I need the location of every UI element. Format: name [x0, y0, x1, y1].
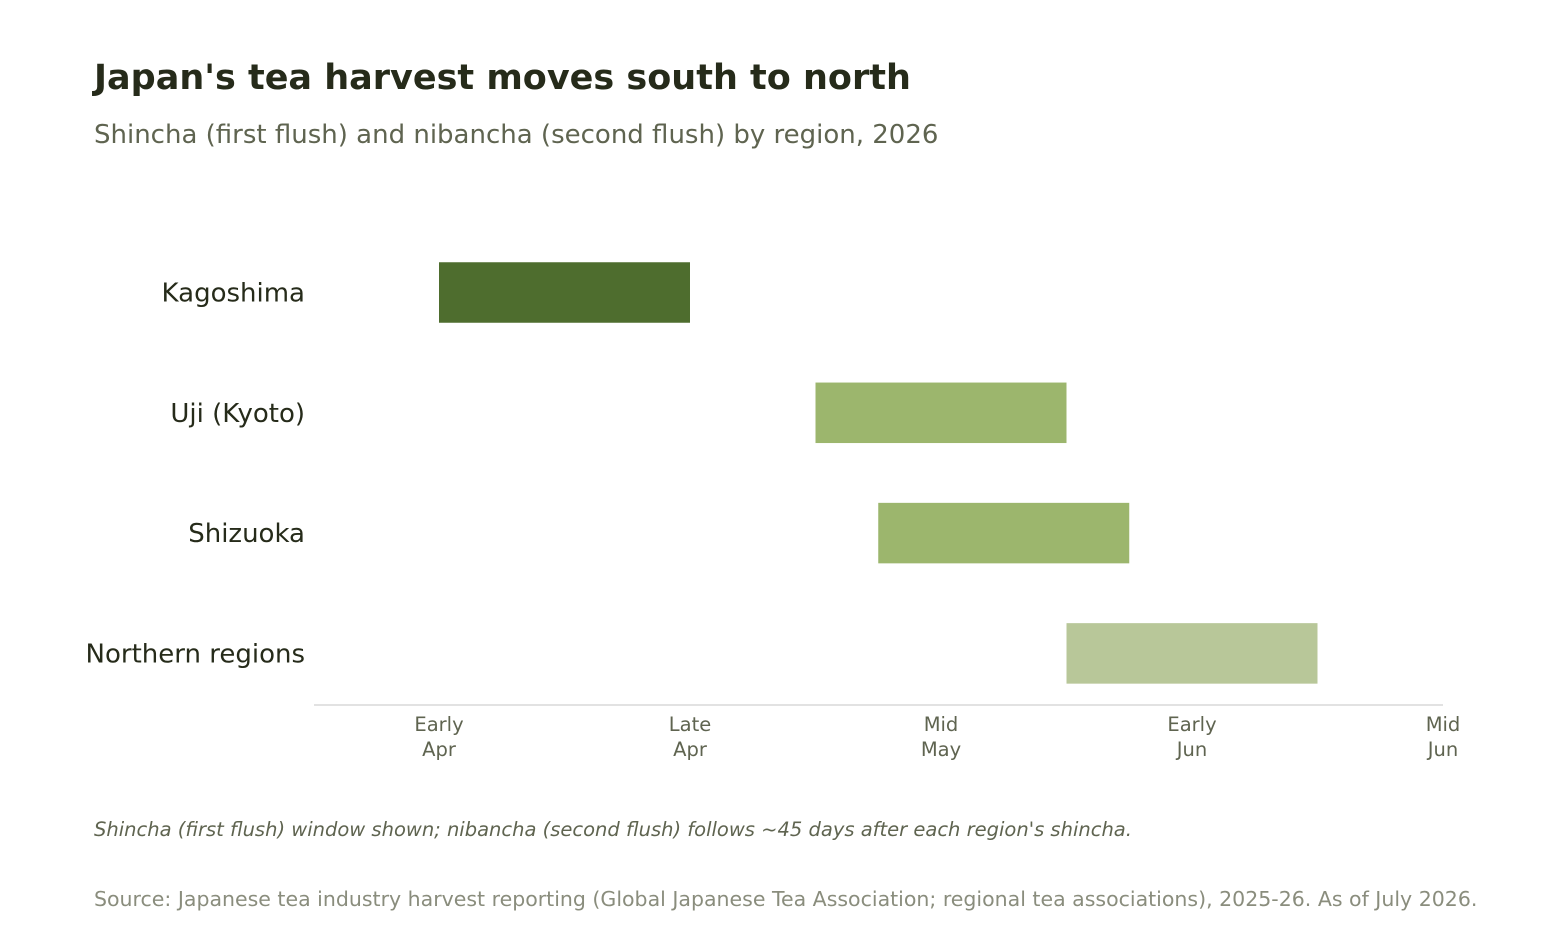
bar-kagoshima	[439, 262, 690, 323]
bars-layer	[439, 262, 1318, 684]
x-tick-label: Late Apr	[669, 713, 711, 761]
category-label: Uji (Kyoto)	[170, 399, 305, 429]
category-label: Northern regions	[86, 639, 305, 669]
bar-uji-kyoto	[815, 382, 1067, 444]
category-label: Kagoshima	[162, 279, 305, 309]
chart-title: Japan's tea harvest moves south to north	[94, 58, 911, 98]
category-label: Shizuoka	[188, 519, 305, 549]
x-tick-label: Mid May	[921, 713, 961, 761]
chart-source: Source: Japanese tea industry harvest re…	[94, 887, 1478, 911]
x-tick-label: Mid Jun	[1426, 713, 1461, 761]
bar-northern-regions	[1066, 623, 1318, 684]
category-labels: Kagoshima Uji (Kyoto) Shizuoka Northern reg…	[86, 279, 305, 670]
chart-note: Shincha (first flush) window shown; niba…	[94, 818, 1132, 841]
bar-shizuoka	[878, 502, 1130, 564]
x-tick-label: Early Apr	[414, 713, 463, 761]
x-tick-labels: Early Apr Late Apr Mid May Early Jun Mid Jun	[414, 713, 1460, 761]
x-tick-label: Early Jun	[1167, 713, 1216, 761]
chart-subtitle: Shincha (first flush) and nibancha (seco…	[94, 120, 939, 150]
